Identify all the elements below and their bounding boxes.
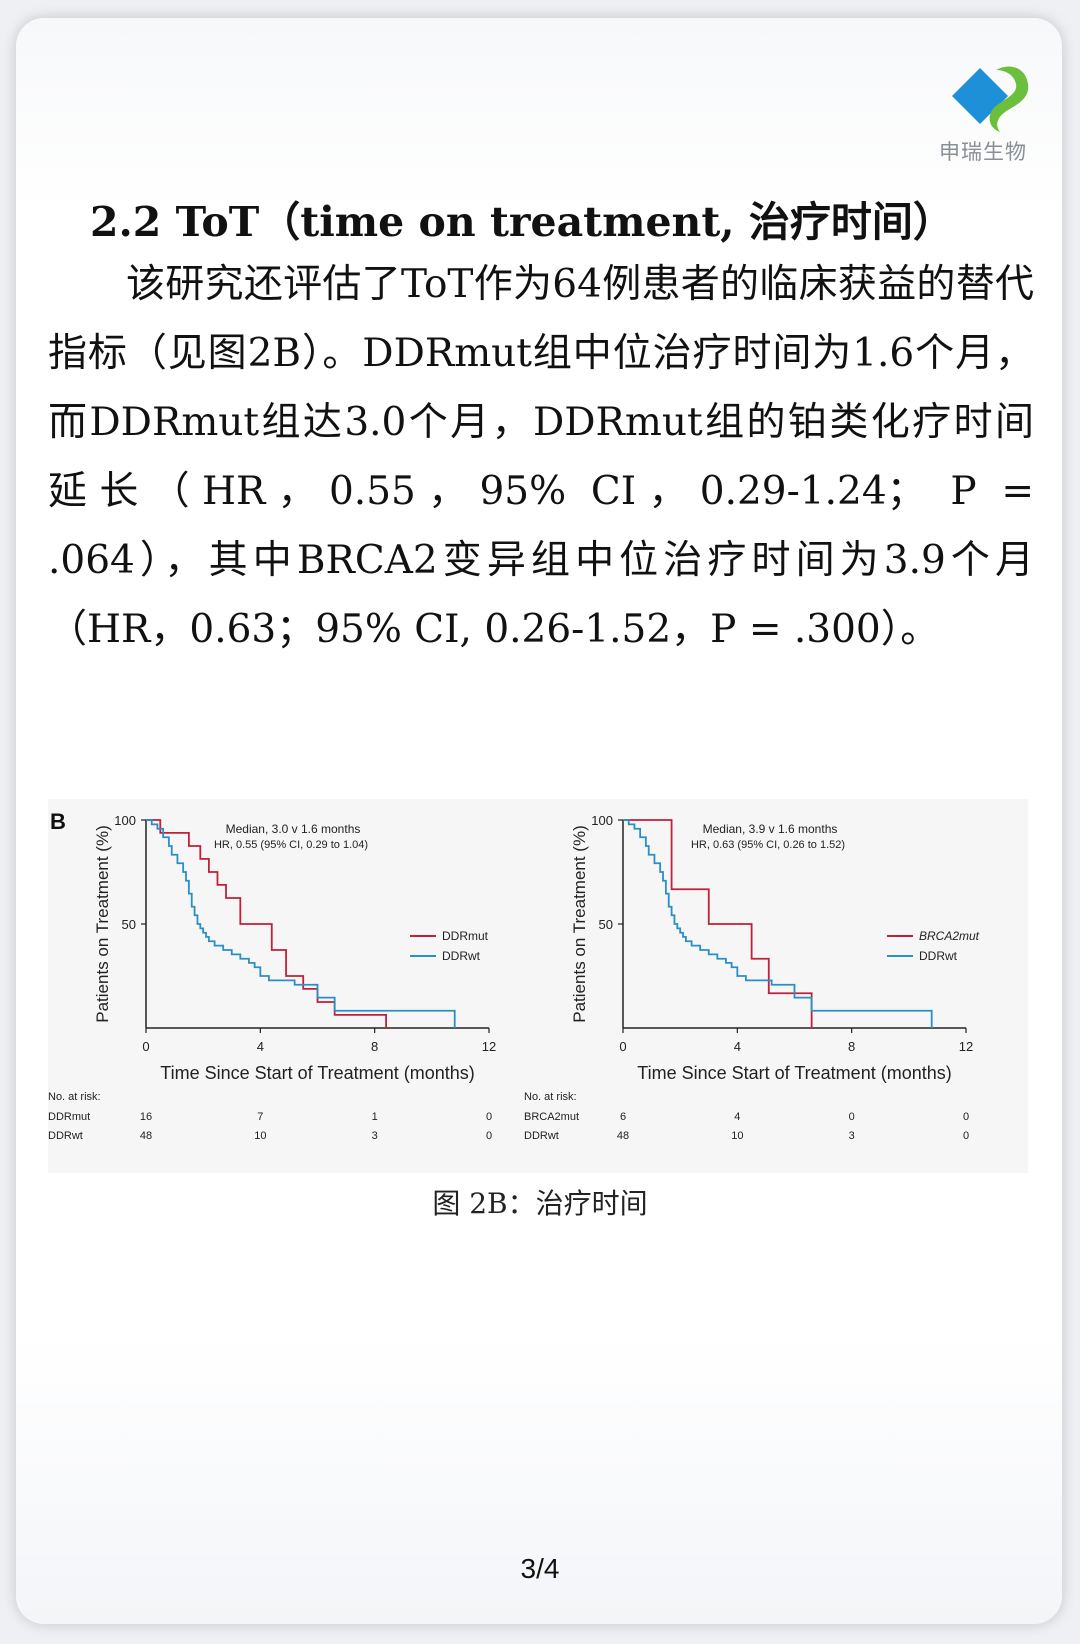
panel-label: B <box>50 809 66 834</box>
chart1-x-tick-label: 8 <box>371 1039 378 1054</box>
chart2-x-tick-label: 12 <box>959 1039 973 1054</box>
chart2-annotation-median: Median, 3.9 v 1.6 months <box>703 822 838 836</box>
chart2-x-tick-label: 8 <box>848 1039 855 1054</box>
chart1-annotation-median: Median, 3.0 v 1.6 months <box>226 822 361 836</box>
chart2-risk-value: 0 <box>849 1111 855 1123</box>
company-logo-icon <box>952 66 1029 132</box>
body-paragraph: 该研究还评估了ToT作为64例患者的临床获益的替代指标（见图2B）。DDRmut… <box>48 262 1034 652</box>
chart1-y-tick-label: 100 <box>114 813 136 828</box>
chart1-annotation-hr: HR, 0.55 (95% CI, 0.29 to 1.04) <box>214 839 368 851</box>
chart1-x-tick-label: 4 <box>257 1039 264 1054</box>
chart2-x-axis-label: Time Since Start of Treatment (months) <box>637 1063 951 1083</box>
chart1-risk-value: 10 <box>254 1130 266 1142</box>
chart1-legend-label: DDRwt <box>442 949 481 963</box>
logo-text: 申瑞生物 <box>939 140 1027 164</box>
chart1-risk-table-title: No. at risk: <box>48 1091 101 1103</box>
chart1-risk-value: 0 <box>486 1130 492 1142</box>
chart1-risk-row-label: DDRwt <box>48 1130 83 1142</box>
chart2-x-tick-label: 0 <box>619 1039 626 1054</box>
chart1-curve-ddrwt <box>146 819 456 1028</box>
chart2-risk-row-label: DDRwt <box>524 1130 559 1142</box>
section-heading: 2.2 ToT（time on treatment, 治疗时间） <box>90 198 954 246</box>
chart1-risk-value: 7 <box>257 1111 263 1123</box>
chart1-x-tick-label: 12 <box>482 1039 496 1054</box>
chart2-risk-table-title: No. at risk: <box>524 1091 577 1103</box>
chart1-y-tick-label: 50 <box>122 917 136 932</box>
chart1-risk-value: 1 <box>372 1111 378 1123</box>
chart1-x-tick-label: 0 <box>142 1039 149 1054</box>
chart2-risk-value: 0 <box>963 1111 969 1123</box>
km-figure: B 0 4 8 12 50 100 Time Since Start of Treatment… <box>48 799 1028 1173</box>
chart1-risk-value: 0 <box>486 1111 492 1123</box>
chart2-x-tick-label: 4 <box>734 1039 741 1054</box>
chart2-y-axis-label: Patients on Treatment (%) <box>570 825 589 1022</box>
chart2-risk-value: 6 <box>620 1111 626 1123</box>
chart1-risk-row-label: DDRmut <box>48 1111 90 1123</box>
chart2-risk-row-label: BRCA2mut <box>524 1111 579 1123</box>
chart2-y-tick-label: 50 <box>599 917 613 932</box>
chart1-y-axis-label: Patients on Treatment (%) <box>93 825 112 1022</box>
chart2-risk-value: 3 <box>849 1130 855 1142</box>
chart1-curve-ddrmut <box>146 819 387 1028</box>
chart1-risk-value: 3 <box>372 1130 378 1142</box>
figure-caption: 图 2B：治疗时间 <box>432 1187 648 1220</box>
chart2-legend-label: BRCA2mut <box>919 929 980 943</box>
chart2-risk-value: 10 <box>731 1130 743 1142</box>
chart2-curve-brca2mut <box>623 819 813 1028</box>
page-number: 3/4 <box>520 1553 560 1584</box>
chart2-risk-value: 48 <box>617 1130 629 1142</box>
chart2-risk-value: 4 <box>734 1111 740 1123</box>
chart1-risk-value: 16 <box>140 1111 152 1123</box>
chart2-legend-label: DDRwt <box>919 949 958 963</box>
chart2-annotation-hr: HR, 0.63 (95% CI, 0.26 to 1.52) <box>691 839 845 851</box>
chart1-risk-value: 48 <box>140 1130 152 1142</box>
chart2-curve-ddrwt <box>623 819 933 1028</box>
chart1-x-axis-label: Time Since Start of Treatment (months) <box>160 1063 474 1083</box>
chart2-y-tick-label: 100 <box>591 813 613 828</box>
chart1-legend-label: DDRmut <box>442 929 489 943</box>
chart2-risk-value: 0 <box>963 1130 969 1142</box>
